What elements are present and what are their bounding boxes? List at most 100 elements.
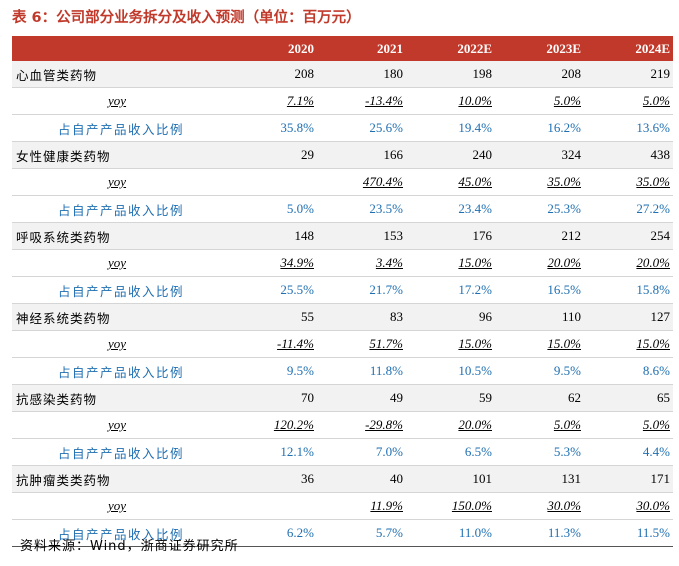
segment-share-row-value: 19.4% bbox=[406, 114, 495, 142]
segment-yoy-row-value: 45.0% bbox=[458, 174, 492, 189]
segment-revenue-row-value: 110 bbox=[495, 303, 584, 331]
segment-share-row-label: 占自产产品收入比例 bbox=[12, 114, 228, 142]
segment-share-row-value: 16.5% bbox=[495, 276, 584, 304]
table-cell: 5.0% bbox=[584, 411, 673, 439]
segment-revenue-row-label: 抗感染类药物 bbox=[12, 384, 228, 412]
table-cell: -13.4% bbox=[317, 87, 406, 115]
segment-yoy-row: yoy 7.1% -13.4% 10.0% 5.0% 5.0% bbox=[12, 87, 673, 115]
column-header: 2021 bbox=[317, 36, 406, 61]
segment-share-row-value: 10.5% bbox=[406, 357, 495, 385]
segment-revenue-row-value: 62 bbox=[495, 384, 584, 412]
table-cell bbox=[228, 492, 317, 520]
segment-share-row-value: 7.0% bbox=[317, 438, 406, 466]
segment-share-row-value: 25.3% bbox=[495, 195, 584, 223]
table-title: 表 6：公司部分业务拆分及收入预测（单位：百万元） bbox=[12, 10, 361, 26]
segment-yoy-row-value: 150.0% bbox=[451, 498, 492, 513]
segment-revenue-row-value: 65 bbox=[584, 384, 673, 412]
segment-share-row-value: 21.7% bbox=[317, 276, 406, 304]
segment-yoy-row-value: 15.0% bbox=[458, 255, 492, 270]
table-cell: 5.0% bbox=[584, 87, 673, 115]
segment-revenue-row-value: 40 bbox=[317, 465, 406, 493]
segment-yoy-row-value: 20.0% bbox=[547, 255, 581, 270]
table-cell: 470.4% bbox=[317, 168, 406, 196]
table-cell: 51.7% bbox=[317, 330, 406, 358]
segment-yoy-row-value: 15.0% bbox=[458, 336, 492, 351]
segment-revenue-row-value: 101 bbox=[406, 465, 495, 493]
segment-revenue-row-label: 女性健康类药物 bbox=[12, 141, 228, 169]
segment-share-row-value: 9.5% bbox=[495, 357, 584, 385]
segment-share-row-value: 23.5% bbox=[317, 195, 406, 223]
table-cell: 15.0% bbox=[406, 249, 495, 277]
segment-revenue-row-value: 153 bbox=[317, 222, 406, 250]
table-cell: 7.1% bbox=[228, 87, 317, 115]
segment-revenue-row-value: 180 bbox=[317, 61, 406, 88]
table-cell: 30.0% bbox=[495, 492, 584, 520]
segment-share-row-value: 5.3% bbox=[495, 438, 584, 466]
segment-yoy-row-value: 30.0% bbox=[636, 498, 670, 513]
segment-revenue-row-value: 438 bbox=[584, 141, 673, 169]
table-cell: -11.4% bbox=[228, 330, 317, 358]
segment-revenue-row: 心血管类药物 208 180 198 208 219 bbox=[12, 61, 673, 88]
segment-revenue-row-value: 131 bbox=[495, 465, 584, 493]
segment-revenue-row-value: 96 bbox=[406, 303, 495, 331]
segment-yoy-row-value: 7.1% bbox=[286, 93, 314, 108]
segment-revenue-row: 抗感染类药物 70 49 59 62 65 bbox=[12, 384, 673, 412]
segment-share-row-value: 11.8% bbox=[317, 357, 406, 385]
segment-yoy-row: yoy -11.4% 51.7% 15.0% 15.0% 15.0% bbox=[12, 330, 673, 358]
segment-share-row-label: 占自产产品收入比例 bbox=[12, 357, 228, 385]
segment-share-row-value: 25.5% bbox=[228, 276, 317, 304]
segment-revenue-row-label: 神经系统类药物 bbox=[12, 303, 228, 331]
segment-share-row-value: 5.0% bbox=[228, 195, 317, 223]
segment-revenue-row-value: 212 bbox=[495, 222, 584, 250]
segment-share-row-value: 11.0% bbox=[406, 519, 495, 547]
revenue-forecast-table: 2020 2021 2022E 2023E 2024E 心血管类药物 208 180… bbox=[12, 36, 673, 547]
segment-yoy-row-value: 35.0% bbox=[636, 174, 670, 189]
segment-share-row-value: 23.4% bbox=[406, 195, 495, 223]
table-cell: 11.9% bbox=[317, 492, 406, 520]
segment-share-row-value: 15.8% bbox=[584, 276, 673, 304]
segment-yoy-row-value: 15.0% bbox=[547, 336, 581, 351]
table-cell: 5.0% bbox=[495, 411, 584, 439]
column-header bbox=[12, 36, 228, 61]
column-header: 2022E bbox=[406, 36, 495, 61]
segment-share-row-value: 4.4% bbox=[584, 438, 673, 466]
column-header: 2020 bbox=[228, 36, 317, 61]
segment-share-row-label: 占自产产品收入比例 bbox=[12, 195, 228, 223]
segment-revenue-row-value: 171 bbox=[584, 465, 673, 493]
segment-yoy-row: yoy 34.9% 3.4% 15.0% 20.0% 20.0% bbox=[12, 249, 673, 277]
segment-yoy-row: yoy 120.2% -29.8% 20.0% 5.0% 5.0% bbox=[12, 411, 673, 439]
table-cell: 20.0% bbox=[495, 249, 584, 277]
segment-share-row-value: 25.6% bbox=[317, 114, 406, 142]
segment-revenue-row-value: 127 bbox=[584, 303, 673, 331]
segment-revenue-row-value: 240 bbox=[406, 141, 495, 169]
segment-share-row-value: 6.5% bbox=[406, 438, 495, 466]
segment-yoy-row-label: yoy bbox=[12, 87, 228, 115]
segment-share-row: 占自产产品收入比例 35.8% 25.6% 19.4% 16.2% 13.6% bbox=[12, 114, 673, 142]
table-header-row: 2020 2021 2022E 2023E 2024E bbox=[12, 36, 673, 61]
segment-share-row-value: 5.7% bbox=[317, 519, 406, 547]
segment-yoy-row-label: yoy bbox=[12, 168, 228, 196]
column-header: 2024E bbox=[584, 36, 673, 61]
segment-share-row-value: 35.8% bbox=[228, 114, 317, 142]
segment-revenue-row-label: 抗肿瘤类类药物 bbox=[12, 465, 228, 493]
segment-yoy-row-value: 15.0% bbox=[636, 336, 670, 351]
segment-share-row-value: 9.5% bbox=[228, 357, 317, 385]
segment-yoy-row-value: -13.4% bbox=[365, 93, 403, 108]
segment-share-row-value: 6.2% bbox=[228, 519, 317, 547]
segment-revenue-row-value: 219 bbox=[584, 61, 673, 88]
segment-share-row-value: 8.6% bbox=[584, 357, 673, 385]
segment-revenue-row-value: 59 bbox=[406, 384, 495, 412]
segment-share-row: 占自产产品收入比例 6.2% 5.7% 11.0% 11.3% 11.5% bbox=[12, 519, 673, 547]
segment-revenue-row-value: 166 bbox=[317, 141, 406, 169]
table-cell: 15.0% bbox=[584, 330, 673, 358]
segment-revenue-row-value: 49 bbox=[317, 384, 406, 412]
segment-revenue-row: 抗肿瘤类类药物 36 40 101 131 171 bbox=[12, 465, 673, 493]
table-cell: 30.0% bbox=[584, 492, 673, 520]
segment-yoy-row-value: 5.0% bbox=[642, 417, 670, 432]
segment-revenue-row-value: 148 bbox=[228, 222, 317, 250]
segment-yoy-row-value: 11.9% bbox=[370, 498, 403, 513]
table-cell bbox=[228, 168, 317, 196]
segment-share-row: 占自产产品收入比例 12.1% 7.0% 6.5% 5.3% 4.4% bbox=[12, 438, 673, 466]
segment-share-row-value: 17.2% bbox=[406, 276, 495, 304]
segment-revenue-row-value: 55 bbox=[228, 303, 317, 331]
